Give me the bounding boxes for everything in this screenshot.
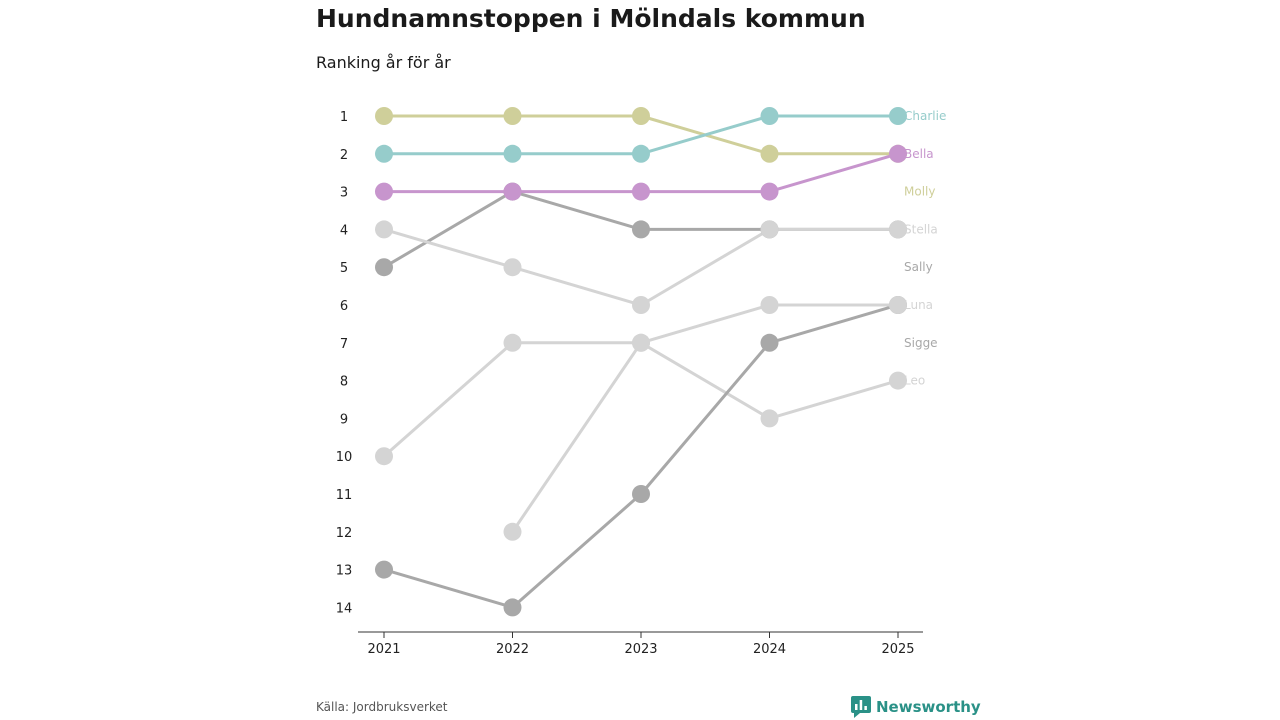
point-bella-2021 [375, 182, 393, 201]
y-tick-label-12: 12 [336, 526, 353, 541]
series-line-leo-2024-2025 [768, 379, 900, 420]
brand-name: Newsworthy [876, 698, 981, 716]
series-line-stella-2023-2024 [639, 227, 771, 307]
series-line-sigge-2023-2024 [639, 341, 771, 496]
point-sigge-2023 [632, 485, 650, 503]
series-line-stella-2021-2022 [382, 227, 514, 269]
y-tick-label-3: 3 [340, 186, 348, 201]
point-stella-2022 [503, 258, 522, 277]
y-tick-label-9: 9 [340, 412, 348, 427]
x-tick-label-2023: 2023 [624, 642, 657, 657]
series-label-stella: Stella [904, 222, 938, 236]
series-line-sigge-2024-2025 [768, 303, 900, 345]
point-bella-2024 [760, 182, 779, 201]
y-tick-label-14: 14 [336, 601, 353, 616]
y-tick-label-6: 6 [340, 299, 348, 314]
point-leo-2022 [503, 522, 522, 541]
point-stella-2024 [760, 220, 779, 239]
y-tick-label-5: 5 [340, 261, 348, 276]
point-sigge-2022 [503, 598, 522, 617]
y-tick-label-4: 4 [340, 223, 348, 238]
series-line-sally-2021-2022 [382, 190, 514, 269]
point-sally-2021 [375, 258, 393, 277]
series-labels: Charlie Bella Molly Stella Sally Luna Sigge Leo [904, 109, 946, 388]
series-line-sally-2022-2023 [511, 190, 643, 231]
chart-title: Hundnamnstoppen i Mölndals kommun [316, 4, 866, 33]
series-lines [382, 114, 900, 609]
y-tick-label-13: 13 [336, 564, 353, 579]
point-molly-2021 [375, 107, 393, 125]
series-line-bella-2024-2025 [768, 152, 900, 194]
y-tick-label-7: 7 [340, 337, 348, 352]
point-luna-2021 [375, 447, 393, 466]
series-line-sigge-2021-2022 [382, 568, 514, 609]
point-charlie-2023 [632, 144, 650, 163]
series-line-luna-2023-2024 [639, 303, 771, 345]
point-molly-2023 [632, 107, 650, 125]
point-sally-2023 [632, 220, 650, 239]
chart-subtitle: Ranking år för år [316, 53, 451, 72]
point-charlie-2025 [889, 107, 907, 125]
point-sigge-2024 [760, 333, 779, 352]
x-axis: 2021 2022 2023 2024 2025 [358, 631, 923, 657]
point-molly-2022 [503, 107, 522, 125]
point-luna-2024 [760, 296, 779, 314]
series-label-charlie: Charlie [904, 109, 946, 123]
series-line-leo-2023-2024 [639, 341, 771, 420]
y-tick-label-10: 10 [336, 450, 353, 465]
point-charlie-2024 [760, 107, 779, 125]
x-tick-label-2022: 2022 [496, 642, 529, 657]
series-label-sally: Sally [904, 260, 933, 274]
point-bella-2025 [889, 144, 907, 163]
point-bella-2022 [503, 182, 522, 201]
brand-logo: Newsworthy [851, 696, 981, 718]
point-charlie-2021 [375, 144, 393, 163]
point-charlie-2022 [503, 144, 522, 163]
series-line-leo-2022-2023 [511, 341, 643, 534]
y-tick-label-1: 1 [340, 110, 348, 125]
point-leo-2024 [760, 409, 779, 428]
x-tick-label-2025: 2025 [881, 642, 914, 657]
series-label-molly: Molly [904, 185, 935, 199]
series-line-luna-2021-2022 [382, 341, 514, 458]
point-stella-2025 [889, 220, 907, 239]
source-note: Källa: Jordbruksverket [316, 700, 448, 714]
x-tick-label-2021: 2021 [367, 642, 400, 657]
series-label-sigge: Sigge [904, 336, 938, 350]
x-tick-label-2024: 2024 [753, 642, 786, 657]
y-tick-label-8: 8 [340, 375, 348, 390]
series-label-bella: Bella [904, 147, 934, 161]
point-leo-2025 [889, 371, 907, 390]
point-luna-2023 [632, 333, 650, 352]
y-tick-label-11: 11 [336, 488, 353, 503]
point-stella-2023 [632, 296, 650, 314]
point-stella-2021 [375, 220, 393, 239]
point-molly-2024 [760, 144, 779, 163]
series-points [375, 107, 907, 617]
point-luna-2022 [503, 333, 522, 352]
point-bella-2023 [632, 182, 650, 201]
series-line-stella-2022-2023 [511, 265, 643, 307]
point-sigge-2021 [375, 560, 393, 579]
series-line-sigge-2022-2023 [511, 492, 643, 609]
bar-chart-icon [851, 696, 871, 718]
series-label-luna: Luna [904, 298, 933, 312]
series-label-leo: Leo [904, 374, 925, 388]
y-tick-label-2: 2 [340, 148, 348, 163]
series-line-charlie-2023-2024 [639, 114, 771, 156]
point-luna-2025 [889, 296, 907, 314]
